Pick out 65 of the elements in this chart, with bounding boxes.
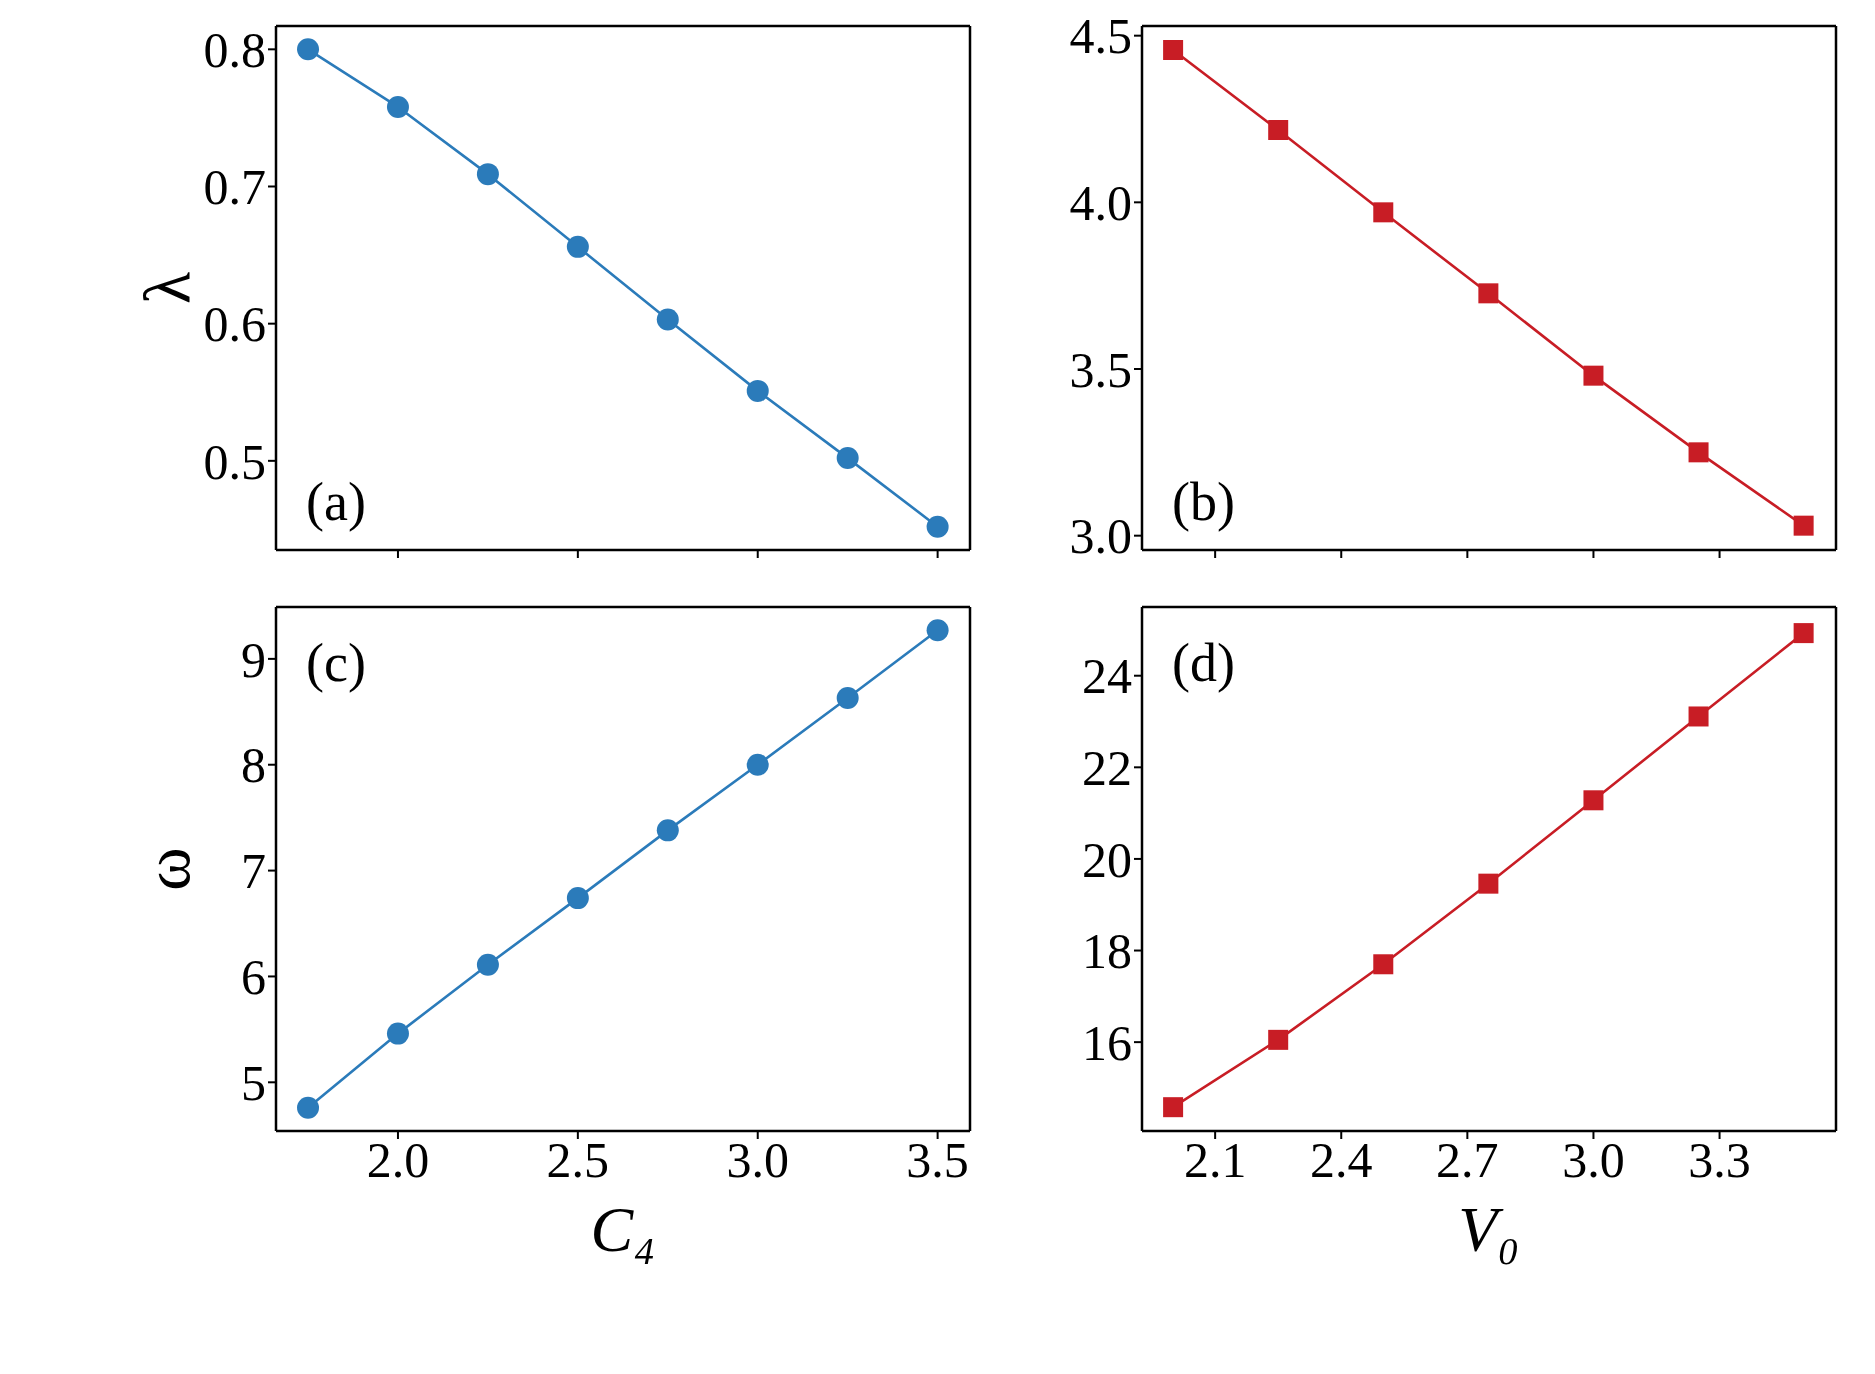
- point: [1163, 1097, 1184, 1118]
- point: [1163, 40, 1184, 60]
- annotation: (b): [1172, 472, 1235, 532]
- y-tick-label: 22: [1082, 740, 1132, 797]
- point: [1373, 954, 1394, 975]
- y-tick-label: 6: [241, 949, 266, 1006]
- point: [566, 235, 589, 258]
- point: [656, 819, 679, 842]
- y-tick-label: 7: [241, 843, 266, 900]
- point: [566, 887, 589, 910]
- y-tick-label: 20: [1082, 831, 1132, 888]
- annotation: (c): [306, 633, 366, 693]
- point: [1793, 515, 1814, 536]
- point: [656, 308, 679, 331]
- point: [836, 687, 859, 710]
- point: [926, 515, 949, 538]
- y-tick-label: 0.7: [203, 159, 266, 216]
- y-tick-label: 4.5: [1069, 8, 1132, 65]
- annotation: (a): [306, 472, 366, 532]
- point: [746, 753, 769, 776]
- x-tick-label: 3.5: [906, 1131, 969, 1188]
- point: [476, 163, 499, 186]
- x-tick-label: 3.3: [1688, 1131, 1751, 1188]
- y-tick-label: 18: [1082, 923, 1132, 980]
- point: [836, 447, 859, 470]
- y-tick-label: 3.5: [1069, 341, 1132, 398]
- y-tick-label: 0.5: [203, 433, 266, 490]
- y-axis-title: λ: [130, 271, 204, 305]
- x-tick-label: 3.0: [1562, 1131, 1625, 1188]
- x-tick-label: 2.0: [366, 1131, 430, 1188]
- point: [746, 379, 769, 402]
- x-tick-label: 2.5: [546, 1131, 610, 1188]
- x-axis-title: V₀: [1458, 1194, 1520, 1265]
- y-axis-title: ω: [130, 847, 204, 891]
- y-tick-label: 16: [1082, 1014, 1132, 1071]
- x-tick-label: 3.0: [726, 1131, 789, 1188]
- y-tick-label: 3.0: [1069, 508, 1132, 565]
- x-axis-title: C₄: [590, 1194, 656, 1265]
- point: [1583, 365, 1604, 386]
- point: [1478, 283, 1499, 304]
- y-tick-label: 24: [1082, 648, 1132, 705]
- point: [1478, 873, 1499, 894]
- point: [1793, 623, 1814, 644]
- point: [386, 95, 409, 118]
- point: [1268, 120, 1289, 140]
- x-tick-label: 2.1: [1183, 1131, 1247, 1188]
- y-tick-label: 5: [241, 1055, 266, 1112]
- point: [297, 38, 320, 61]
- x-tick-label: 2.4: [1310, 1131, 1373, 1188]
- y-tick-label: 4.0: [1069, 175, 1132, 232]
- point: [926, 619, 949, 642]
- point: [1688, 442, 1709, 463]
- x-tick-label: 2.7: [1436, 1131, 1499, 1188]
- point: [1688, 706, 1709, 727]
- point: [297, 1096, 320, 1119]
- annotation: (d): [1172, 633, 1235, 693]
- point: [1268, 1029, 1289, 1050]
- point: [386, 1022, 409, 1045]
- y-tick-label: 0.6: [203, 296, 266, 353]
- point: [1373, 202, 1394, 223]
- point: [476, 953, 499, 976]
- point: [1583, 790, 1604, 811]
- y-tick-label: 8: [241, 737, 266, 794]
- y-tick-label: 9: [241, 631, 266, 688]
- y-tick-label: 0.8: [203, 22, 266, 79]
